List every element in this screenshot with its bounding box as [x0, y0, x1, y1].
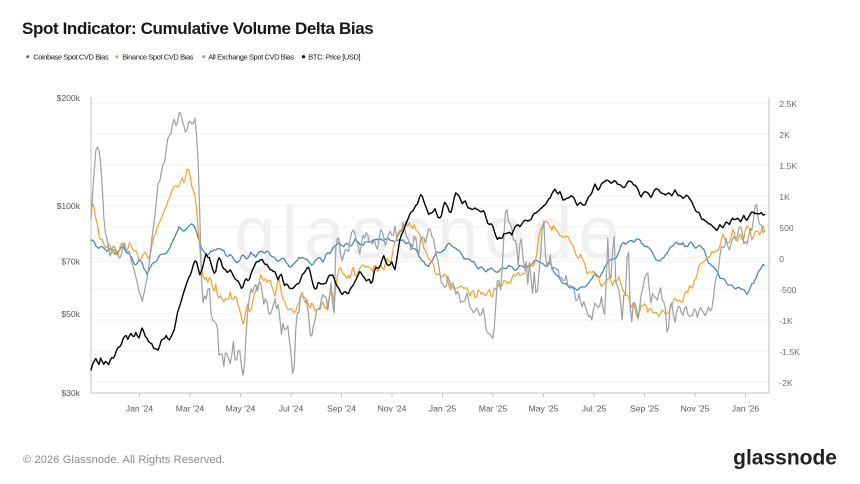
svg-text:Jan '25: Jan '25 — [429, 403, 457, 413]
svg-text:$200k: $200k — [57, 93, 81, 103]
svg-text:-1.5K: -1.5K — [779, 347, 800, 357]
svg-text:glassnode: glassnode — [234, 191, 625, 274]
svg-text:-1K: -1K — [779, 316, 793, 326]
svg-text:500: 500 — [779, 223, 794, 233]
svg-text:Jul '25: Jul '25 — [582, 403, 607, 413]
svg-text:All Exchange Spot CVD Bias: All Exchange Spot CVD Bias — [208, 53, 294, 62]
svg-text:2.5K: 2.5K — [779, 99, 797, 109]
svg-text:© 2026 Glassnode. All Rights R: © 2026 Glassnode. All Rights Reserved. — [23, 454, 225, 466]
svg-text:May '24: May '24 — [226, 403, 256, 413]
svg-text:Nov '25: Nov '25 — [681, 403, 710, 413]
svg-text:Mar '25: Mar '25 — [479, 403, 508, 413]
svg-text:Jan '26: Jan '26 — [732, 403, 760, 413]
svg-text:1K: 1K — [779, 192, 790, 202]
svg-text:$30k: $30k — [61, 388, 80, 398]
svg-text:Nov '24: Nov '24 — [378, 403, 407, 413]
svg-text:Mar '24: Mar '24 — [176, 403, 205, 413]
svg-text:-2K: -2K — [779, 378, 793, 388]
svg-text:-500: -500 — [779, 285, 796, 295]
svg-text:glassnode: glassnode — [733, 447, 837, 470]
svg-text:$70k: $70k — [61, 256, 80, 266]
svg-text:$100k: $100k — [57, 201, 81, 211]
svg-text:BTC: Price [USD]: BTC: Price [USD] — [308, 53, 360, 62]
svg-text:May '25: May '25 — [529, 403, 559, 413]
svg-text:Sep '24: Sep '24 — [327, 403, 356, 413]
svg-text:Sep '25: Sep '25 — [630, 403, 659, 413]
svg-text:Spot Indicator: Cumulative Vol: Spot Indicator: Cumulative Volume Delta … — [22, 19, 373, 38]
svg-text:Coinbase Spot CVD Bias: Coinbase Spot CVD Bias — [33, 53, 109, 62]
svg-text:$50k: $50k — [61, 309, 80, 319]
svg-text:2K: 2K — [779, 130, 790, 140]
svg-text:Jul '24: Jul '24 — [279, 403, 304, 413]
svg-text:Binance Spot CVD Bias: Binance Spot CVD Bias — [122, 53, 193, 62]
svg-text:0: 0 — [779, 254, 784, 264]
svg-text:1.5K: 1.5K — [779, 161, 797, 171]
svg-text:Jan '24: Jan '24 — [126, 403, 154, 413]
